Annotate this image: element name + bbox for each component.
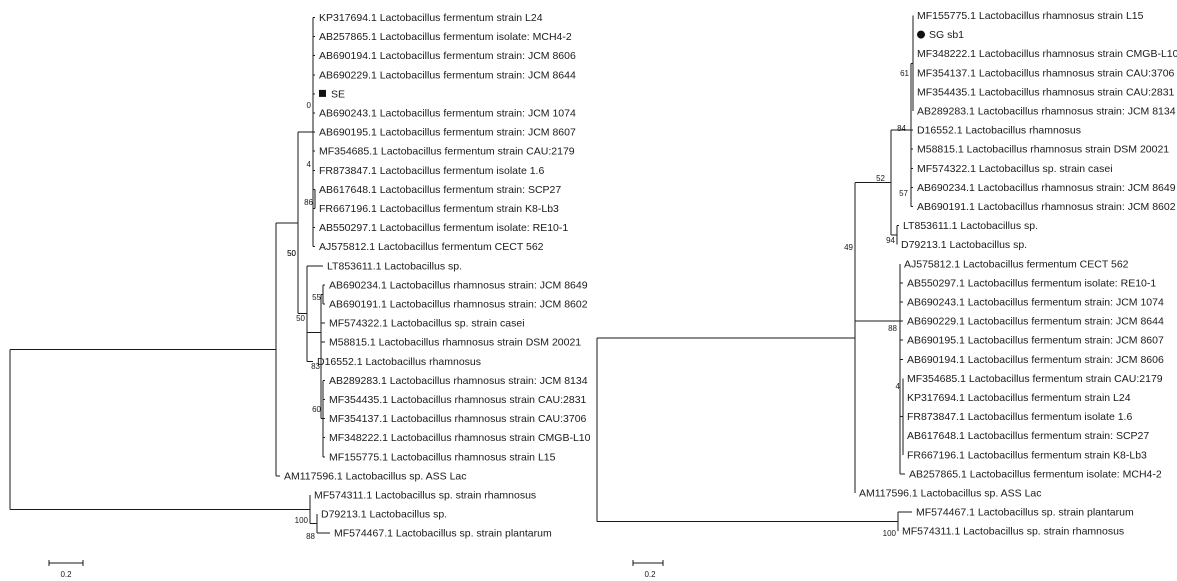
bootstrap-value: 50	[296, 314, 305, 323]
taxon-label-am117596-1-lactobacillus-sp-ass-lac: AM117596.1 Lactobacillus sp. ASS Lac	[284, 470, 467, 482]
taxon-label-ab690234-1-lactobacillus-rhamnosus-strain-jcm-8649: AB690234.1 Lactobacillus rhamnosus strai…	[329, 279, 588, 291]
taxon-label-ab289283-1-lactobacillus-rhamnosus-strain-jcm-8134: AB289283.1 Lactobacillus rhamnosus strai…	[917, 106, 1176, 118]
taxon-label-se: SE	[331, 88, 345, 100]
bootstrap-value: 50	[287, 249, 296, 258]
bootstrap-value: 88	[306, 532, 315, 541]
bootstrap-value: 61	[900, 69, 909, 78]
left-phylogenetic-tree: KP317694.1 Lactobacillus fermentum strai…	[9, 12, 591, 579]
scale-bar-label: 0.2	[644, 570, 656, 579]
taxon-label-lt853611-1-lactobacillus-sp: LT853611.1 Lactobacillus sp.	[903, 220, 1038, 232]
taxon-label-ab690191-1-lactobacillus-rhamnosus-strain-jcm-8602: AB690191.1 Lactobacillus rhamnosus strai…	[329, 299, 588, 311]
taxon-label-fr667196-1-lactobacillus-fermentum-strain-k8-lb3: FR667196.1 Lactobacillus fermentum strai…	[907, 449, 1147, 461]
square-marker-icon	[319, 89, 326, 97]
taxon-label-ab617648-1-lactobacillus-fermentum-strain-scp27: AB617648.1 Lactobacillus fermentum strai…	[319, 184, 561, 196]
taxon-label-ab690229-1-lactobacillus-fermentum-strain-jcm-8644: AB690229.1 Lactobacillus fermentum strai…	[319, 69, 576, 81]
taxon-label-mf574311-1-lactobacillus-sp-strain-rhamnosus: MF574311.1 Lactobacillus sp. strain rham…	[314, 490, 536, 502]
taxon-label-mf155775-1-lactobacillus-rhamnosus-strain-l15: MF155775.1 Lactobacillus rhamnosus strai…	[329, 451, 556, 463]
taxon-label-ab257865-1-lactobacillus-fermentum-isolate-mch4-2: AB257865.1 Lactobacillus fermentum isola…	[319, 31, 572, 43]
taxon-label-ab690194-1-lactobacillus-fermentum-strain-jcm-8606: AB690194.1 Lactobacillus fermentum strai…	[319, 50, 576, 62]
taxon-label-mf574467-1-lactobacillus-sp-strain-plantarum: MF574467.1 Lactobacillus sp. strain plan…	[334, 528, 552, 540]
taxon-label-d79213-1-lactobacillus-sp: D79213.1 Lactobacillus sp.	[901, 239, 1027, 251]
taxon-label-ab690243-1-lactobacillus-fermentum-strain-jcm-1074: AB690243.1 Lactobacillus fermentum strai…	[319, 108, 576, 120]
taxon-label-mf354435-1-lactobacillus-rhamnosus-strain-cau-2831: MF354435.1 Lactobacillus rhamnosus strai…	[329, 394, 587, 406]
bootstrap-value: 88	[888, 324, 897, 333]
taxon-label-d16552-1-lactobacillus-rhamnosus: D16552.1 Lactobacillus rhamnosus	[917, 125, 1081, 137]
bootstrap-value: 100	[295, 516, 309, 525]
bootstrap-value: 94	[886, 236, 895, 245]
taxon-label-mf354685-1-lactobacillus-fermentum-strain-cau-2179: MF354685.1 Lactobacillus fermentum strai…	[907, 373, 1163, 385]
taxon-label-ab617648-1-lactobacillus-fermentum-strain-scp27: AB617648.1 Lactobacillus fermentum strai…	[907, 430, 1149, 442]
bootstrap-value: 83	[311, 362, 320, 371]
bootstrap-value: 4	[896, 382, 901, 391]
taxon-label-lt853611-1-lactobacillus-sp: LT853611.1 Lactobacillus sp.	[327, 260, 462, 272]
taxon-label-ab690195-1-lactobacillus-fermentum-strain-jcm-8607: AB690195.1 Lactobacillus fermentum strai…	[907, 335, 1164, 347]
taxon-label-mf354685-1-lactobacillus-fermentum-strain-cau-2179: MF354685.1 Lactobacillus fermentum strai…	[319, 146, 575, 158]
taxon-label-ab690194-1-lactobacillus-fermentum-strain-jcm-8606: AB690194.1 Lactobacillus fermentum strai…	[907, 354, 1164, 366]
taxon-label-mf155775-1-lactobacillus-rhamnosus-strain-l15: MF155775.1 Lactobacillus rhamnosus strai…	[917, 10, 1144, 22]
taxon-label-mf348222-1-lactobacillus-rhamnosus-strain-cmgb-l10: MF348222.1 Lactobacillus rhamnosus strai…	[917, 48, 1177, 60]
bootstrap-value: 84	[897, 124, 906, 133]
taxon-label-ab289283-1-lactobacillus-rhamnosus-strain-jcm-8134: AB289283.1 Lactobacillus rhamnosus strai…	[329, 375, 588, 387]
taxon-label-sg-sb1: SG sb1	[929, 29, 964, 41]
taxon-label-fr873847-1-lactobacillus-fermentum-isolate-1-6: FR873847.1 Lactobacillus fermentum isola…	[907, 411, 1132, 423]
taxon-label-ab690229-1-lactobacillus-fermentum-strain-jcm-8644: AB690229.1 Lactobacillus fermentum strai…	[907, 316, 1164, 328]
taxon-label-fr667196-1-lactobacillus-fermentum-strain-k8-lb3: FR667196.1 Lactobacillus fermentum strai…	[319, 203, 559, 215]
taxon-label-kp317694-1-lactobacillus-fermentum-strain-l24: KP317694.1 Lactobacillus fermentum strai…	[319, 12, 543, 24]
taxon-label-aj575812-1-lactobacillus-fermentum-cect-562: AJ575812.1 Lactobacillus fermentum CECT …	[904, 258, 1129, 270]
taxon-label-mf574322-1-lactobacillus-sp-strain-casei: MF574322.1 Lactobacillus sp. strain case…	[329, 318, 525, 330]
taxon-label-mf354137-1-lactobacillus-rhamnosus-strain-cau-3706: MF354137.1 Lactobacillus rhamnosus strai…	[917, 67, 1175, 79]
taxon-label-ab690195-1-lactobacillus-fermentum-strain-jcm-8607: AB690195.1 Lactobacillus fermentum strai…	[319, 127, 576, 139]
bootstrap-value: 50	[287, 249, 296, 258]
bootstrap-value: 0	[307, 101, 312, 110]
bootstrap-value: 100	[883, 529, 897, 538]
taxon-label-d16552-1-lactobacillus-rhamnosus: D16552.1 Lactobacillus rhamnosus	[317, 356, 481, 368]
bootstrap-value: 52	[876, 174, 885, 183]
taxon-label-mf354435-1-lactobacillus-rhamnosus-strain-cau-2831: MF354435.1 Lactobacillus rhamnosus strai…	[917, 86, 1175, 98]
bootstrap-value: 60	[312, 405, 321, 414]
taxon-label-mf574322-1-lactobacillus-sp-strain-casei: MF574322.1 Lactobacillus sp. strain case…	[917, 163, 1113, 175]
circle-marker-icon	[917, 30, 925, 39]
bootstrap-value: 4	[307, 160, 312, 169]
taxon-label-d79213-1-lactobacillus-sp: D79213.1 Lactobacillus sp.	[321, 509, 447, 521]
taxon-label-ab550297-1-lactobacillus-fermentum-isolate-re10-1: AB550297.1 Lactobacillus fermentum isola…	[319, 222, 568, 234]
taxon-label-mf354137-1-lactobacillus-rhamnosus-strain-cau-3706: MF354137.1 Lactobacillus rhamnosus strai…	[329, 413, 587, 425]
taxon-label-mf574467-1-lactobacillus-sp-strain-plantarum: MF574467.1 Lactobacillus sp. strain plan…	[916, 507, 1134, 519]
taxon-label-am117596-1-lactobacillus-sp-ass-lac: AM117596.1 Lactobacillus sp. ASS Lac	[859, 488, 1042, 500]
taxon-label-mf348222-1-lactobacillus-rhamnosus-strain-cmgb-l10: MF348222.1 Lactobacillus rhamnosus strai…	[329, 432, 591, 444]
bootstrap-value: 57	[899, 189, 908, 198]
taxon-label-ab690191-1-lactobacillus-rhamnosus-strain-jcm-8602: AB690191.1 Lactobacillus rhamnosus strai…	[917, 201, 1176, 213]
taxon-label-ab690243-1-lactobacillus-fermentum-strain-jcm-1074: AB690243.1 Lactobacillus fermentum strai…	[907, 297, 1164, 309]
taxon-label-mf574311-1-lactobacillus-sp-strain-rhamnosus: MF574311.1 Lactobacillus sp. strain rham…	[902, 526, 1124, 538]
bootstrap-value: 49	[844, 243, 853, 252]
bootstrap-value: 86	[304, 198, 313, 207]
scale-bar-label: 0.2	[60, 570, 72, 579]
taxon-label-ab257865-1-lactobacillus-fermentum-isolate-mch4-2: AB257865.1 Lactobacillus fermentum isola…	[909, 468, 1162, 480]
taxon-label-ab550297-1-lactobacillus-fermentum-isolate-re10-1: AB550297.1 Lactobacillus fermentum isola…	[907, 277, 1156, 289]
taxon-label-fr873847-1-lactobacillus-fermentum-isolate-1-6: FR873847.1 Lactobacillus fermentum isola…	[319, 165, 544, 177]
taxon-label-ab690234-1-lactobacillus-rhamnosus-strain-jcm-8649: AB690234.1 Lactobacillus rhamnosus strai…	[917, 182, 1176, 194]
taxon-label-m58815-1-lactobacillus-rhamnosus-strain-dsm-20021: M58815.1 Lactobacillus rhamnosus strain …	[917, 144, 1169, 156]
taxon-label-aj575812-1-lactobacillus-fermentum-cect-562: AJ575812.1 Lactobacillus fermentum CECT …	[319, 241, 544, 253]
bootstrap-value: 55	[312, 293, 321, 302]
taxon-label-kp317694-1-lactobacillus-fermentum-strain-l24: KP317694.1 Lactobacillus fermentum strai…	[907, 392, 1131, 404]
taxon-label-m58815-1-lactobacillus-rhamnosus-strain-dsm-20021: M58815.1 Lactobacillus rhamnosus strain …	[329, 337, 581, 349]
right-phylogenetic-tree: MF155775.1 Lactobacillus rhamnosus strai…	[596, 10, 1177, 579]
